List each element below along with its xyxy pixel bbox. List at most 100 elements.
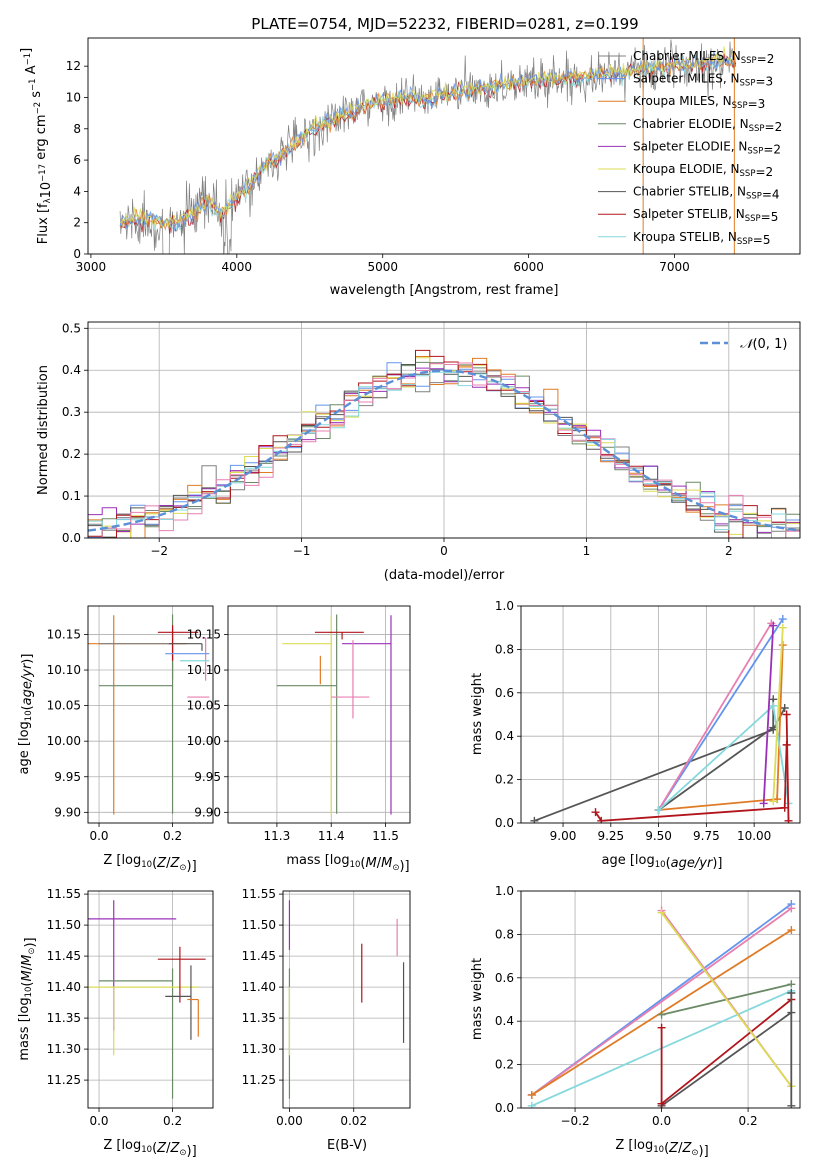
data-point xyxy=(778,615,787,624)
y-tick-label: 11.55 xyxy=(47,887,81,901)
y-tick-label: 11.45 xyxy=(242,949,276,963)
model-spectrum xyxy=(119,50,737,232)
y-axis-label: mass [log10(M/M⊙)] xyxy=(17,937,38,1060)
y-tick-label: 9.95 xyxy=(194,770,221,784)
y-tick-label: 1.0 xyxy=(495,599,514,613)
x-tick-label: 0.00 xyxy=(276,1114,303,1128)
axes-age-vs-Z: 0.0 0.2 9.90 9.95 10.00 10.05 10.10 10.15 age [l… xyxy=(17,605,214,843)
axes-frame xyxy=(87,890,214,1109)
figure-title: PLATE=0754, MJD=52232, FIBERID=0281, z=0… xyxy=(251,15,638,33)
x-axis-label: Z [log10(Z/Z⊙)] xyxy=(103,1138,196,1159)
y-axis-label: age [log10(age/yr)] xyxy=(17,654,35,775)
mass-weight-line xyxy=(660,912,793,1087)
x-tick-label: 9.25 xyxy=(597,829,624,843)
axes-mw-vs-age: 9.00 9.25 9.50 9.75 10.00 0.0 0.2 0.4 0.6 0.8 1.0 a… xyxy=(470,599,801,871)
y-tick-label: 0.2 xyxy=(62,447,81,461)
axes-mw-vs-Z: −0.2 0.0 0.2 0.0 0.2 0.4 0.6 0.8 1.0 mass weight xyxy=(470,884,801,1128)
legend-label: 𝒩(0, 1) xyxy=(740,337,787,352)
y-tick-label: 9.95 xyxy=(54,770,81,784)
y-tick-label: 9.90 xyxy=(54,805,81,819)
y-tick-label: 4 xyxy=(73,184,81,198)
mass-weight-line xyxy=(534,707,786,822)
data-point xyxy=(780,703,789,712)
y-tick-label: 10 xyxy=(66,90,81,104)
y-tick-label: 0.0 xyxy=(62,531,81,545)
plot-area xyxy=(88,606,213,823)
axes-frame xyxy=(227,605,411,824)
x-tick-label: 4000 xyxy=(222,260,253,274)
data-point xyxy=(654,805,663,814)
y-tick-label: 9.90 xyxy=(194,805,221,819)
x-tick-label: 0.2 xyxy=(163,829,182,843)
data-point xyxy=(769,797,778,806)
mass-weight-line xyxy=(661,1011,792,1107)
x-tick-label: 2 xyxy=(725,544,733,558)
x-tick-label: 11.4 xyxy=(318,829,345,843)
mass-weight-line xyxy=(762,625,775,804)
x-tick-label: 0 xyxy=(440,544,448,558)
plot-area xyxy=(521,606,800,823)
plot-area xyxy=(521,891,800,1108)
data-point xyxy=(530,816,539,823)
x-tick-label: 9.00 xyxy=(550,829,577,843)
x-tick-label: −0.2 xyxy=(560,1114,589,1128)
y-tick-label: 0.0 xyxy=(495,816,514,830)
y-tick-label: 11.25 xyxy=(47,1073,81,1087)
x-tick-label: 9.50 xyxy=(645,829,672,843)
data-point xyxy=(787,904,796,913)
y-tick-label: 0 xyxy=(73,247,81,261)
y-tick-label: 0.8 xyxy=(495,642,514,656)
legend-label: Salpeter STELIB, NSSP=5 xyxy=(633,207,778,224)
legend-label: Chabrier STELIB, NSSP=4 xyxy=(633,185,780,202)
x-tick-label: 0.2 xyxy=(739,1114,758,1128)
y-tick-label: 11.30 xyxy=(47,1042,81,1056)
plot-area xyxy=(228,606,410,823)
mass-weight-line xyxy=(594,744,788,822)
y-tick-label: 11.35 xyxy=(242,1011,276,1025)
x-tick-label: 5000 xyxy=(367,260,398,274)
normal-curve xyxy=(88,369,800,532)
x-tick-label: 0.0 xyxy=(89,829,108,843)
y-tick-label: 0.1 xyxy=(62,489,81,503)
y-tick-label: 0.2 xyxy=(495,773,514,787)
mass-weight-line xyxy=(657,622,773,811)
x-tick-label: 3000 xyxy=(76,260,107,274)
plot-area xyxy=(88,322,800,538)
legend-label: Chabrier MILES, NSSP=2 xyxy=(633,49,774,66)
legend-label: Salpeter ELODIE, NSSP=2 xyxy=(633,139,781,156)
x-tick-label: 9.75 xyxy=(693,829,720,843)
y-tick-label: 11.25 xyxy=(242,1073,276,1087)
x-axis-label: age [log10(age/yr)] xyxy=(602,853,723,871)
x-tick-label: 11.5 xyxy=(372,829,399,843)
y-tick-label: 0.3 xyxy=(62,405,81,419)
x-tick-label: 10.00 xyxy=(737,829,771,843)
axes-frame xyxy=(282,890,411,1109)
plot-area xyxy=(119,38,737,254)
y-tick-label: 1.0 xyxy=(495,884,514,898)
y-tick-label: 0.6 xyxy=(495,686,514,700)
y-tick-label: 11.45 xyxy=(47,949,81,963)
x-axis-label: wavelength [Angstrom, rest frame] xyxy=(330,283,559,298)
data-point xyxy=(787,1101,796,1108)
x-axis-label: (data-model)/error xyxy=(384,568,505,583)
data-point xyxy=(769,621,778,630)
y-tick-label: 11.55 xyxy=(242,887,276,901)
x-axis-label: Z [log10(Z/Z⊙)] xyxy=(103,853,196,874)
data-point xyxy=(787,988,796,997)
data-point xyxy=(527,1101,536,1108)
data-point xyxy=(591,808,600,817)
y-tick-label: 0.4 xyxy=(495,1014,514,1028)
y-tick-label: 10.00 xyxy=(47,734,81,748)
data-point xyxy=(759,799,768,808)
data-point xyxy=(657,908,666,917)
y-tick-label: 0.2 xyxy=(495,1058,514,1072)
x-tick-label: 7000 xyxy=(659,260,690,274)
mass-weight-line xyxy=(657,618,784,811)
x-tick-label: 0.2 xyxy=(163,1114,182,1128)
data-point xyxy=(778,623,787,632)
axes-mass-vs-Z: 0.0 0.2 11.25 11.30 11.35 11.40 11.45 11.50 11.5… xyxy=(17,887,214,1128)
x-axis-label: Z [log10(Z/Z⊙)] xyxy=(615,1138,708,1159)
y-tick-label: 10.05 xyxy=(187,699,221,713)
legend-label: Chabrier ELODIE, NSSP=2 xyxy=(633,117,782,134)
axes-frame xyxy=(87,605,214,824)
